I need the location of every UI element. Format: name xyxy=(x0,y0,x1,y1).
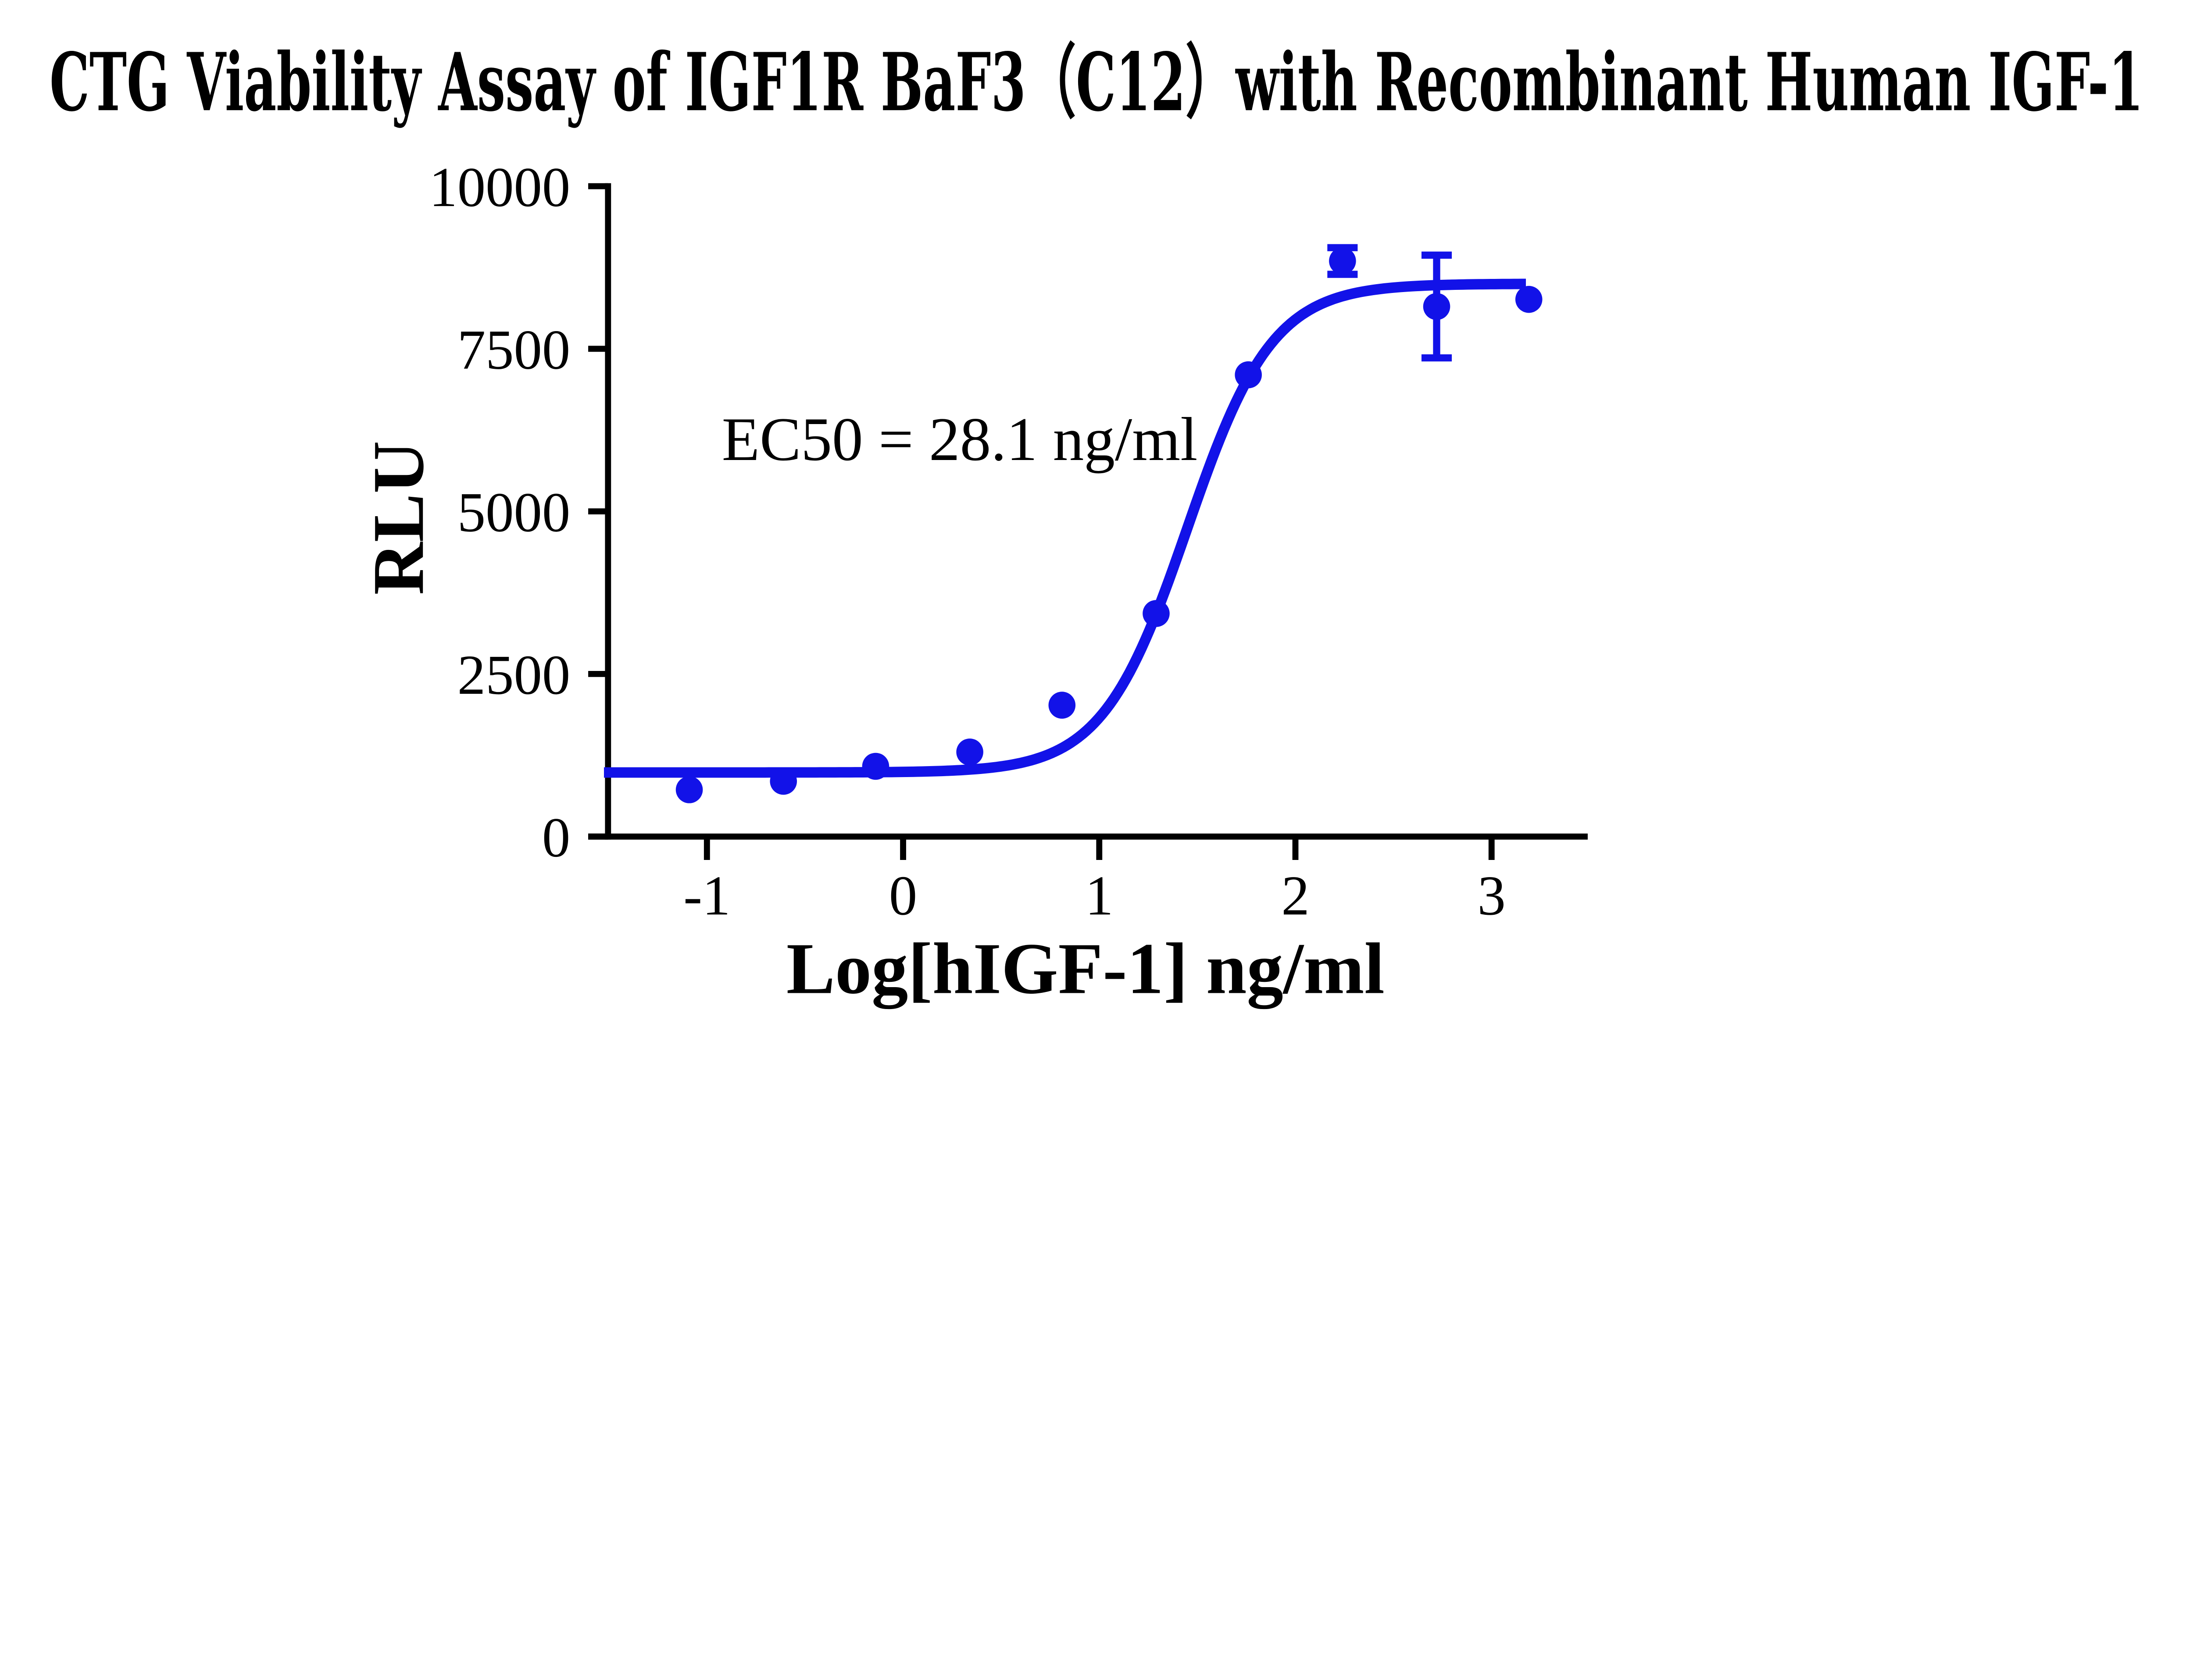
data-point xyxy=(1235,361,1262,389)
x-axis-title: Log[hIGF-1] ng/ml xyxy=(786,928,1385,1009)
data-point xyxy=(1423,293,1450,320)
x-tick-label: 3 xyxy=(1478,864,1506,927)
dose-response-chart: CTG Viability Assay of IGF1R BaF3（C12）wi… xyxy=(50,35,2143,1009)
data-point xyxy=(862,753,889,780)
y-tick-label: 7500 xyxy=(457,318,571,381)
data-point xyxy=(1515,285,1543,313)
ec50-annotation: EC50 = 28.1 ng/ml xyxy=(722,405,1198,474)
y-tick-label: 10000 xyxy=(429,156,570,218)
y-tick-label: 0 xyxy=(542,806,570,869)
data-point xyxy=(1143,600,1170,627)
data-point xyxy=(1048,692,1076,719)
chart-title: CTG Viability Assay of IGF1R BaF3（C12）wi… xyxy=(50,35,2143,129)
x-tick-label: -1 xyxy=(683,864,730,927)
x-axis-ticks: -1 0 1 2 3 xyxy=(683,836,1506,927)
data-points xyxy=(675,247,1543,803)
data-point xyxy=(956,738,983,766)
fit-curve xyxy=(602,278,1528,778)
data-point xyxy=(770,767,797,795)
y-tick-label: 5000 xyxy=(457,481,571,543)
data-point xyxy=(675,776,703,803)
data-point xyxy=(1329,247,1356,275)
x-tick-label: 0 xyxy=(889,864,917,927)
y-axis-title: RLU xyxy=(358,441,439,595)
x-tick-label: 2 xyxy=(1281,864,1309,927)
y-axis-ticks: 0 2500 5000 7500 10000 xyxy=(429,156,608,869)
x-tick-label: 1 xyxy=(1085,864,1113,927)
y-tick-label: 2500 xyxy=(457,643,571,706)
